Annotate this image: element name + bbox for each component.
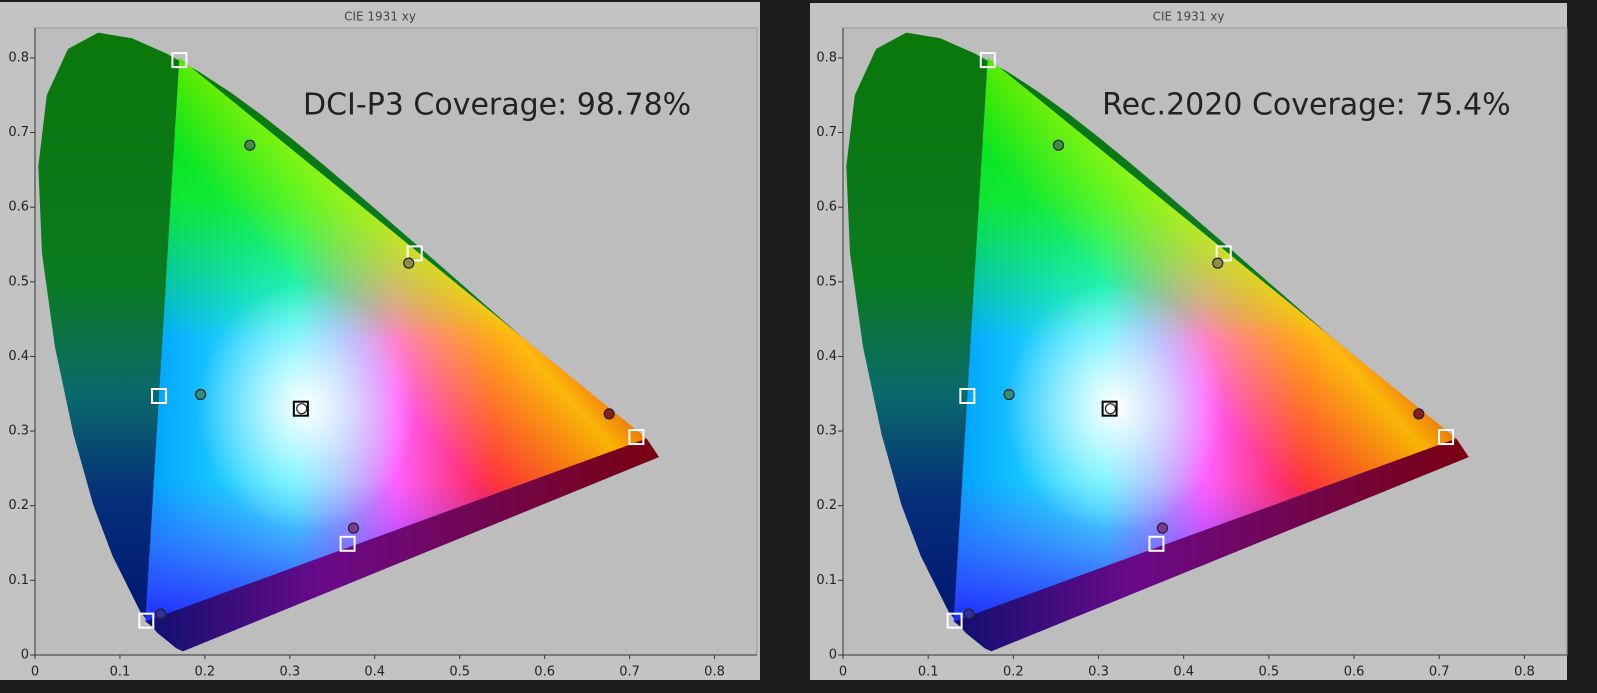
x-tick-label: 0.5	[449, 665, 470, 680]
chart-title: CIE 1931 xy	[1153, 10, 1225, 24]
x-tick-label: 0.5	[1259, 665, 1280, 680]
measured-marker	[244, 139, 256, 151]
y-tick-label: 0.2	[8, 498, 29, 513]
measured-marker	[195, 388, 207, 401]
x-tick-label: 0.7	[1429, 665, 1450, 680]
target-marker	[406, 245, 423, 262]
annotation: DCI-P3 Coverage: 98.78%	[303, 88, 691, 123]
y-tick-label: 0.5	[8, 274, 29, 289]
measured-marker	[1212, 257, 1224, 269]
y-tick-label: 0.7	[816, 125, 837, 140]
x-tick-label: 0.3	[1088, 665, 1109, 680]
y-tick-label: 0.6	[8, 200, 29, 215]
chart-title: CIE 1931 xy	[344, 10, 416, 24]
y-tick-label: 0.6	[816, 200, 837, 215]
target-marker	[138, 612, 155, 629]
x-tick-label: 0.8	[1514, 665, 1535, 680]
measured-marker	[1156, 522, 1169, 534]
x-tick-label: 0.6	[534, 665, 555, 680]
measured-marker	[1413, 408, 1425, 420]
measured-marker	[963, 608, 975, 620]
target-marker	[628, 429, 645, 446]
y-tick-label: 0.8	[816, 50, 837, 65]
y-tick-label: 0.7	[8, 125, 29, 140]
measured-marker	[603, 408, 615, 420]
x-tick-label: 0	[31, 665, 39, 680]
y-tick-label: 0.1	[816, 573, 837, 588]
target-marker	[1148, 535, 1165, 552]
y-tick-label: 0.1	[8, 573, 29, 588]
y-tick-label: 0.3	[8, 424, 29, 439]
target-marker	[959, 387, 976, 404]
measured-marker	[1052, 139, 1065, 151]
annotation: Rec.2020 Coverage: 75.4%	[1102, 88, 1511, 123]
target-marker	[339, 535, 356, 552]
y-tick-label: 0.4	[8, 349, 29, 364]
measured-marker	[155, 608, 167, 620]
target-marker	[946, 612, 963, 629]
target-marker	[292, 400, 309, 417]
measured-marker	[347, 522, 360, 534]
x-tick-label: 0.1	[918, 665, 939, 680]
x-tick-label: 0.6	[1344, 665, 1365, 680]
x-tick-label: 0.4	[364, 665, 385, 680]
x-tick-label: 0.1	[110, 665, 131, 680]
x-tick-label: 0.8	[704, 665, 725, 680]
y-tick-label: 0.3	[816, 424, 837, 439]
y-tick-label: 0	[829, 648, 837, 663]
x-tick-label: 0.7	[619, 665, 640, 680]
target-marker	[151, 387, 168, 404]
target-marker	[1101, 400, 1118, 417]
measured-marker	[1003, 388, 1015, 401]
target-marker	[979, 52, 996, 69]
measured-marker	[403, 257, 415, 269]
y-tick-label: 0	[21, 648, 29, 663]
x-tick-label: 0.3	[279, 665, 300, 680]
measured-marker	[1104, 403, 1117, 415]
measured-marker	[296, 403, 308, 415]
x-tick-label: 0	[839, 665, 847, 680]
target-marker	[1438, 429, 1455, 446]
y-tick-label: 0.2	[816, 498, 837, 513]
target-marker	[1215, 245, 1232, 262]
x-tick-label: 0.2	[195, 665, 216, 680]
y-tick-label: 0.4	[816, 349, 837, 364]
y-tick-label: 0.5	[816, 274, 837, 289]
x-tick-label: 0.2	[1003, 665, 1024, 680]
target-marker	[171, 52, 188, 69]
x-tick-label: 0.4	[1173, 665, 1194, 680]
y-tick-label: 0.8	[8, 50, 29, 65]
